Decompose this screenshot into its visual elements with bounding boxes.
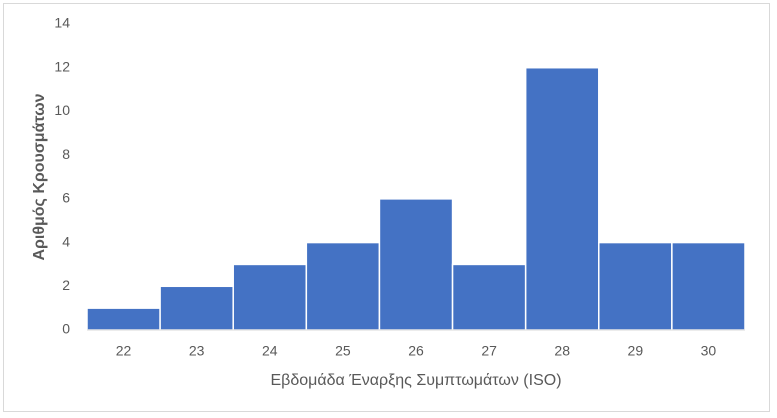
x-tick-label: 22 <box>116 343 132 359</box>
x-tick-label: 30 <box>701 343 717 359</box>
y-tick-label: 10 <box>54 102 70 118</box>
x-tick-label: 29 <box>628 343 644 359</box>
bar <box>378 198 454 331</box>
y-axis-title: Αριθμός Κρουσμάτων <box>31 93 48 260</box>
y-tick-label: 2 <box>62 277 70 293</box>
bar <box>159 285 234 331</box>
y-tick-label: 8 <box>62 146 70 162</box>
bar <box>598 241 673 331</box>
x-tick-label: 28 <box>554 343 570 359</box>
bar <box>86 307 161 331</box>
bar <box>451 263 527 331</box>
bar <box>305 241 381 331</box>
x-tick-label: 23 <box>189 343 205 359</box>
y-tick-label: 6 <box>62 190 70 206</box>
y-tick-label: 14 <box>54 15 70 31</box>
bar <box>671 241 746 331</box>
bar <box>524 66 600 331</box>
y-tick-label: 4 <box>62 233 70 249</box>
y-tick-label: 0 <box>62 321 70 337</box>
x-axis-title: Εβδομάδα Έναρξης Συμπτωμάτων (ISO) <box>270 372 561 389</box>
x-tick-label: 25 <box>335 343 351 359</box>
x-tick-label: 24 <box>262 343 278 359</box>
y-tick-label: 12 <box>54 58 70 74</box>
bar <box>232 263 308 331</box>
x-tick-label: 27 <box>481 343 497 359</box>
x-tick-label: 26 <box>408 343 424 359</box>
